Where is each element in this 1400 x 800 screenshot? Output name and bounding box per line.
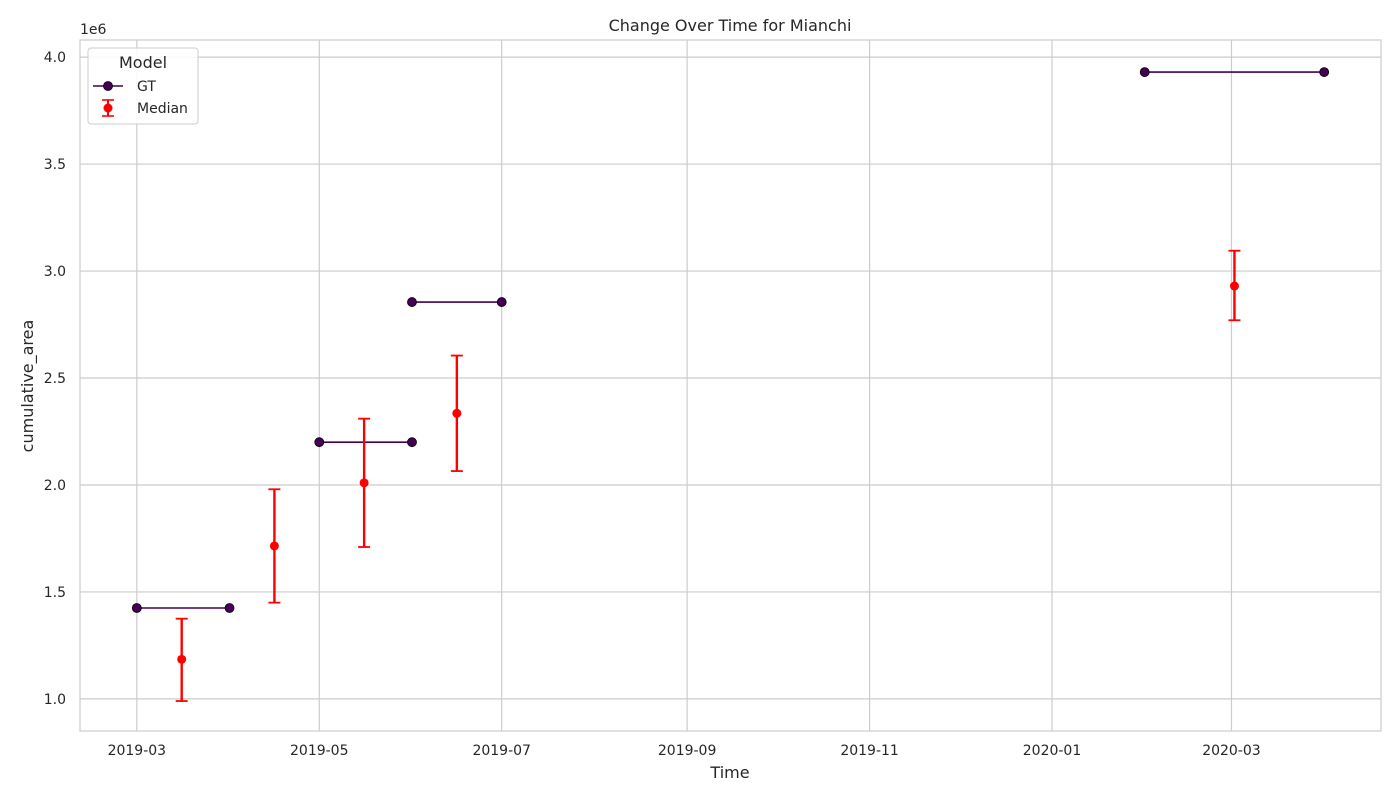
legend-median-marker xyxy=(103,103,113,113)
legend-gt-label: GT xyxy=(137,79,156,95)
chart-title: Change Over Time for Mianchi xyxy=(609,16,852,35)
gt-point xyxy=(1319,67,1330,77)
x-tick-label: 2019-09 xyxy=(658,743,717,759)
x-tick-label: 2019-05 xyxy=(290,743,349,759)
y-tick-label: 2.0 xyxy=(44,478,66,494)
y-tick-label: 1.5 xyxy=(44,585,66,601)
x-tick-label: 2019-07 xyxy=(472,743,531,759)
y-tick-label: 2.5 xyxy=(44,371,66,387)
gt-point xyxy=(496,297,507,307)
median-point xyxy=(177,654,187,664)
legend-gt-marker xyxy=(103,81,113,91)
x-tick-label: 2019-11 xyxy=(840,743,899,759)
y-tick-label: 3.0 xyxy=(44,264,66,280)
gt-point xyxy=(407,297,417,307)
median-point xyxy=(269,541,279,551)
median-point xyxy=(452,408,462,418)
y-tick-label: 3.5 xyxy=(44,157,66,173)
plot-frame xyxy=(79,39,1382,732)
grid xyxy=(80,40,1381,731)
plot-area xyxy=(80,40,1381,731)
gt-point xyxy=(407,437,417,448)
y-tick-label: 1.0 xyxy=(44,692,66,708)
median-point xyxy=(359,478,369,488)
legend-title: Model xyxy=(119,53,167,72)
y-tick-labels: 1.0 1.5 2.0 2.5 3.0 3.5 4.0 xyxy=(44,50,66,708)
legend-item-gt: GT xyxy=(93,79,156,95)
y-axis-label: cumulative_area xyxy=(18,320,38,453)
x-axis-label: Time xyxy=(709,763,749,782)
legend-median-label: Median xyxy=(137,101,188,117)
legend-box xyxy=(87,47,199,125)
series-layer xyxy=(131,67,1330,702)
gt-point xyxy=(314,437,325,448)
x-tick-label: 2020-01 xyxy=(1023,743,1082,759)
y-offset-label: 1e6 xyxy=(80,22,107,38)
gt-point xyxy=(224,603,235,613)
x-tick-label: 2020-03 xyxy=(1202,743,1261,759)
x-tick-labels: 2019-03 2019-05 2019-07 2019-09 2019-11 2020-… xyxy=(108,743,1261,759)
gt-point xyxy=(131,603,142,613)
x-tick-label: 2019-03 xyxy=(108,743,167,759)
gt-point xyxy=(1139,67,1150,77)
legend: Model GT Median xyxy=(87,47,199,125)
legend-item-median: Median xyxy=(102,99,188,117)
y-tick-label: 4.0 xyxy=(44,50,66,66)
median-point xyxy=(1229,281,1239,291)
